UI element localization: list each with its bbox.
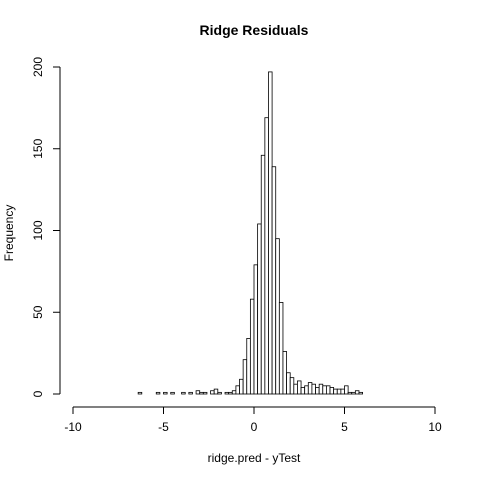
x-tick-label: -5 — [158, 420, 169, 434]
histogram-bar — [163, 391, 168, 395]
histogram-bar — [322, 385, 327, 395]
histogram-bar — [228, 391, 233, 395]
histogram-bar — [318, 383, 324, 395]
y-tick-label: 150 — [31, 138, 45, 158]
histogram-bar — [297, 380, 302, 395]
histogram-bar — [260, 154, 266, 395]
histogram-bar — [336, 388, 342, 395]
histogram-bar — [286, 372, 291, 395]
bars-group — [137, 71, 364, 395]
histogram-bar — [235, 385, 240, 395]
y-tick-label: 0 — [31, 390, 45, 397]
histogram-bar — [271, 166, 277, 395]
histogram-bar — [202, 391, 208, 395]
histogram-bar — [333, 388, 338, 395]
histogram-bar — [257, 223, 262, 395]
y-axis: 0 50 100 150 200 — [31, 57, 61, 397]
histogram-bar — [231, 390, 237, 395]
histogram-bar — [249, 298, 255, 395]
histogram-bar — [311, 383, 316, 395]
histogram-bar — [268, 71, 273, 395]
histogram-bar — [278, 302, 284, 395]
x-tick-label: -10 — [64, 420, 82, 434]
chart-title: Ridge Residuals — [200, 22, 309, 38]
histogram-bar — [239, 378, 244, 395]
histogram-bar — [315, 387, 320, 395]
histogram-bar — [213, 388, 219, 395]
histogram-bar — [293, 383, 298, 395]
histogram-bar — [199, 391, 204, 395]
histogram-bar — [155, 391, 161, 395]
x-tick-label: 5 — [341, 420, 348, 434]
histogram-bar — [289, 377, 295, 395]
x-axis-label: ridge.pred - yTest — [208, 451, 301, 465]
x-axis: -10 -5 0 5 10 — [64, 406, 442, 434]
histogram-bar — [188, 391, 193, 395]
histogram-bar — [275, 238, 280, 395]
histogram-bar — [217, 391, 222, 395]
histogram-bar — [210, 390, 215, 395]
histogram-bar — [195, 390, 201, 395]
histogram-bar — [351, 391, 356, 395]
histogram-bar — [242, 359, 248, 395]
x-tick-label: 0 — [251, 420, 258, 434]
histogram-bar — [340, 388, 345, 395]
histogram-bar — [181, 391, 186, 395]
histogram-bar — [282, 351, 287, 395]
histogram-bar — [246, 338, 251, 395]
histogram-bar — [253, 264, 259, 395]
x-tick-label: 10 — [428, 420, 442, 434]
histogram-bar — [329, 387, 335, 395]
histogram-bar — [354, 390, 360, 395]
histogram-bar — [307, 382, 313, 395]
y-tick-label: 200 — [31, 57, 45, 77]
histogram-bar — [264, 117, 269, 395]
y-tick-label: 50 — [31, 305, 45, 319]
histogram-bar — [358, 391, 364, 395]
histogram-bar — [137, 391, 143, 395]
histogram-bar — [325, 385, 331, 395]
histogram-bar — [304, 385, 309, 395]
histogram-bar — [224, 391, 230, 395]
histogram-bar — [300, 387, 306, 395]
histogram-bar — [347, 391, 353, 395]
histogram-bar — [170, 391, 175, 395]
y-axis-label: Frequency — [2, 205, 16, 262]
histogram-bar — [344, 385, 349, 395]
y-tick-label: 100 — [31, 220, 45, 240]
